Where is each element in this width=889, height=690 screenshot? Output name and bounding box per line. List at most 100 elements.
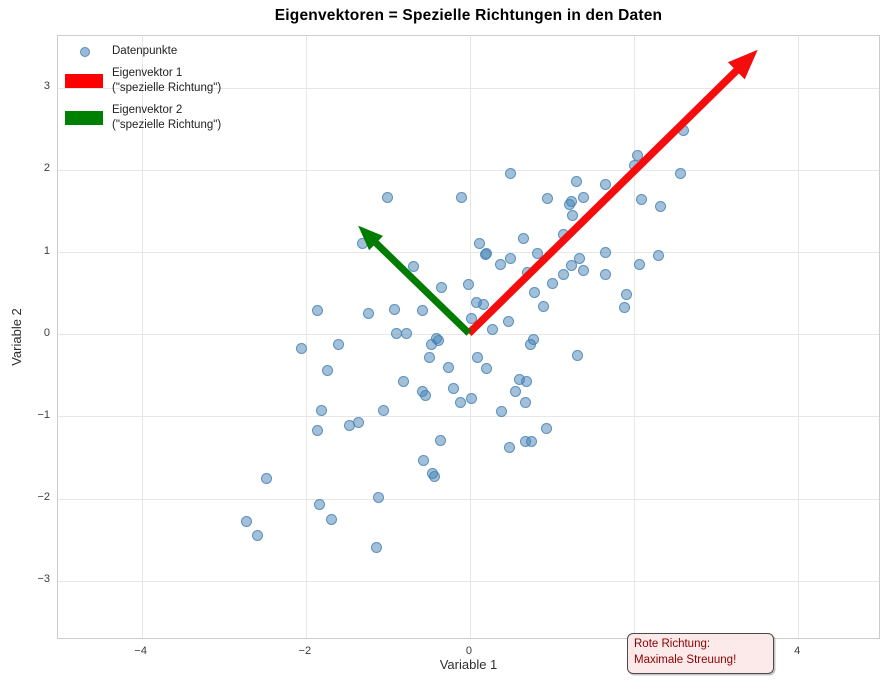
- data-point: [325, 513, 337, 525]
- data-point: [621, 289, 633, 301]
- data-point: [505, 253, 517, 265]
- y-tick-label: 1: [43, 244, 50, 257]
- data-point: [466, 392, 478, 404]
- data-point: [504, 167, 516, 179]
- gridline-horizontal: [58, 169, 879, 171]
- y-tick-label: 3: [43, 80, 50, 93]
- data-point: [654, 200, 666, 212]
- data-point: [443, 362, 455, 374]
- data-point: [566, 259, 578, 271]
- data-point: [557, 229, 569, 241]
- data-point: [462, 278, 474, 290]
- x-axis-label: Variable 1: [439, 657, 498, 672]
- data-point: [456, 191, 468, 203]
- data-point: [495, 406, 507, 418]
- data-point: [352, 416, 364, 428]
- data-point: [677, 125, 689, 136]
- data-point: [407, 261, 419, 273]
- data-point: [618, 301, 630, 313]
- data-point: [401, 327, 413, 339]
- gridline-horizontal: [58, 252, 879, 254]
- x-tick-label: −4: [134, 645, 147, 657]
- data-point: [521, 267, 533, 279]
- data-point: [525, 338, 537, 350]
- data-point: [373, 491, 385, 503]
- data-point: [314, 498, 326, 510]
- data-point: [653, 249, 665, 261]
- gridline-vertical: [634, 36, 636, 638]
- data-point: [435, 281, 447, 293]
- data-point: [388, 304, 400, 316]
- scatter-point-marker-icon: [80, 47, 90, 57]
- annotation-line-2: Maximale Streuung!: [634, 653, 737, 666]
- data-point: [509, 386, 521, 398]
- data-point: [517, 233, 529, 245]
- data-point: [635, 194, 647, 206]
- data-point: [634, 258, 646, 270]
- x-tick-label: 4: [794, 645, 801, 657]
- data-point: [520, 397, 532, 408]
- data-point: [471, 351, 483, 363]
- data-point: [480, 248, 492, 260]
- gridline-vertical: [469, 36, 471, 638]
- data-point: [631, 149, 643, 161]
- data-point: [426, 467, 438, 479]
- data-point: [538, 300, 550, 312]
- data-point: [311, 424, 323, 436]
- data-point: [382, 192, 394, 204]
- data-point: [531, 248, 543, 260]
- data-point: [416, 304, 428, 316]
- data-point: [370, 542, 382, 554]
- gridline-horizontal: [58, 416, 879, 418]
- eigenvector-1-swatch-icon: [65, 74, 103, 88]
- data-point: [520, 435, 532, 447]
- data-point: [675, 167, 687, 179]
- data-point: [494, 258, 506, 270]
- data-point: [566, 209, 578, 221]
- data-point: [296, 342, 308, 354]
- data-point: [599, 247, 611, 259]
- data-point: [356, 238, 368, 250]
- data-point: [542, 193, 554, 205]
- data-point: [417, 454, 429, 466]
- y-tick-label: −2: [37, 491, 50, 504]
- data-point: [480, 363, 492, 375]
- data-point: [477, 299, 489, 311]
- data-point: [454, 397, 466, 408]
- data-point: [466, 313, 478, 325]
- y-tick-label: −3: [37, 573, 50, 586]
- data-point: [487, 323, 499, 335]
- data-point: [311, 304, 323, 316]
- gridline-horizontal: [58, 498, 879, 500]
- data-point: [420, 390, 432, 402]
- eigenvector-2-swatch-icon: [65, 111, 103, 125]
- data-point: [378, 405, 390, 417]
- data-point: [599, 179, 611, 191]
- legend-label-eigenvektor-1: Eigenvektor 1 ("spezielle Richtung"): [112, 67, 222, 94]
- data-point: [540, 423, 552, 435]
- annotation-box: Rote Richtung: Maximale Streuung!: [627, 633, 774, 674]
- data-point: [321, 364, 333, 376]
- data-point: [424, 351, 436, 363]
- data-point: [521, 376, 533, 388]
- data-point: [260, 472, 272, 484]
- data-point: [578, 192, 590, 204]
- gridline-vertical: [305, 36, 307, 638]
- data-point: [529, 286, 541, 298]
- data-point: [571, 350, 583, 362]
- data-point: [333, 339, 345, 351]
- data-point: [447, 383, 459, 395]
- gridline-vertical: [141, 36, 143, 638]
- y-tick-label: 2: [43, 162, 50, 175]
- y-tick-label: 0: [43, 326, 50, 339]
- annotation-line-1: Rote Richtung:: [634, 638, 711, 650]
- data-point: [629, 159, 641, 171]
- data-point: [557, 268, 569, 280]
- data-point: [563, 198, 575, 210]
- data-point: [599, 268, 611, 280]
- data-point: [363, 308, 375, 320]
- x-tick-label: −2: [298, 645, 312, 657]
- data-point: [547, 277, 559, 289]
- data-point: [571, 175, 583, 187]
